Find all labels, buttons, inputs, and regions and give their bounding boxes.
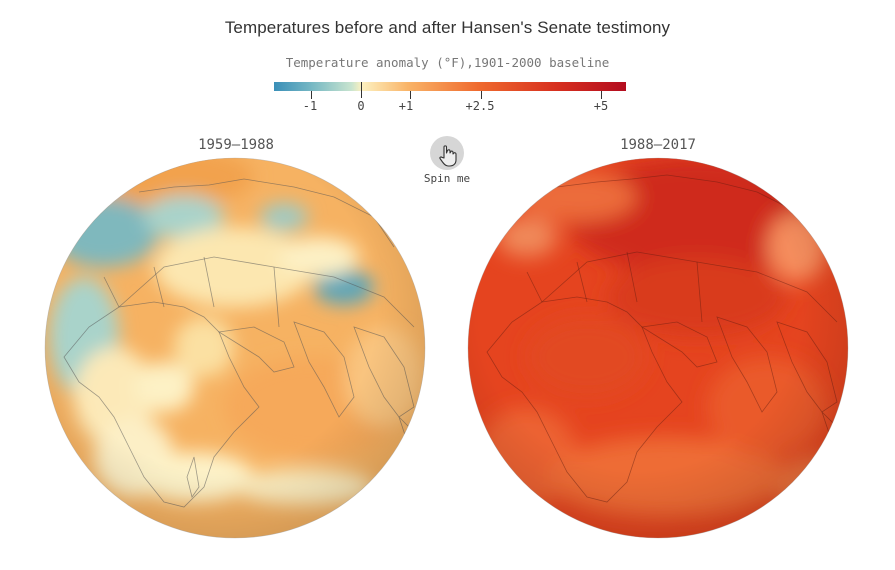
legend-tick <box>601 91 602 99</box>
legend-tick <box>311 91 312 99</box>
legend-tick-label: +1 <box>398 99 414 113</box>
spin-button[interactable] <box>430 136 464 170</box>
legend-tick <box>481 91 482 99</box>
legend-tick-label: +5 <box>593 99 609 113</box>
globe-period-label: 1988—2017 <box>620 137 696 153</box>
globe-1959-1988[interactable] <box>44 157 426 539</box>
chart-title: Temperatures before and after Hansen's S… <box>224 18 671 37</box>
spin-label: Spin me <box>423 172 471 185</box>
legend-tick <box>361 82 362 98</box>
globe-1988-2017[interactable] <box>467 157 849 539</box>
chart-subtitle: Temperature anomaly (°F),1901-2000 basel… <box>285 55 610 70</box>
legend-tick-label: 0 <box>357 99 365 113</box>
legend-tick-label: +2.5 <box>465 99 495 113</box>
legend-color-bar <box>274 82 626 91</box>
hand-pointer-icon <box>439 145 457 167</box>
color-legend: -1 0 +1 +2.5 +5 <box>272 80 628 120</box>
legend-tick-label: -1 <box>302 99 318 113</box>
legend-tick <box>410 91 411 99</box>
globe-period-label: 1959—1988 <box>198 137 274 153</box>
